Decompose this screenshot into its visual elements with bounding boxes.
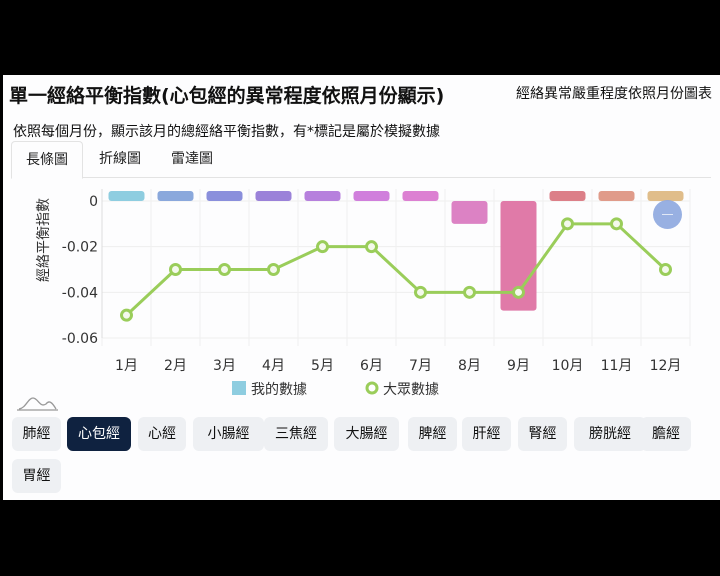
tab-radar-chart[interactable]: 雷達圖: [171, 151, 213, 167]
bar-4: [255, 191, 292, 201]
meridian-button[interactable]: 胃經: [12, 459, 61, 493]
bar-7: [402, 191, 439, 201]
x-tick-label: 1月: [115, 358, 138, 374]
page-title: 單一經絡平衡指數(心包經的異常程度依照月份顯示): [9, 85, 445, 107]
line-point-2: [169, 263, 182, 276]
x-tick-label: 6月: [360, 358, 383, 374]
meridian-button[interactable]: 脾經: [408, 417, 457, 451]
line-point-12: [659, 263, 672, 276]
x-tick-label: 7月: [409, 358, 432, 374]
floating-action-button[interactable]: [653, 200, 682, 229]
meridian-button[interactable]: 肝經: [462, 417, 511, 451]
meridian-button[interactable]: 心經: [138, 417, 186, 451]
y-axis-label: 經絡平衡指數: [36, 198, 52, 282]
bar-10: [549, 191, 586, 201]
x-tick-label: 9月: [507, 358, 530, 374]
bar-2: [157, 191, 194, 201]
line-point-5: [316, 240, 329, 254]
page-panel: 單一經絡平衡指數(心包經的異常程度依照月份顯示) 經絡異常嚴重程度依照月份圖表 …: [3, 75, 720, 500]
y-tick-label: -0.04: [62, 285, 98, 301]
meridian-button[interactable]: 腎經: [518, 417, 567, 451]
line-point-3: [218, 263, 231, 276]
bar-11: [598, 191, 635, 201]
line-point-6: [365, 240, 378, 254]
x-tick-label: 12月: [650, 358, 682, 374]
line-point-9: [512, 285, 525, 299]
tab-bar-chart[interactable]: 長條圖: [11, 141, 83, 179]
bar-chart: 0 -0.02 -0.04 -0.06 經絡平衡指數 1月 2月 3月 4月 5月 6月 7月 8月 9月…: [17, 189, 691, 411]
chart-type-tabs: 長條圖 折線圖 雷達圖: [11, 141, 711, 179]
bar-1: [108, 191, 145, 201]
x-tick-label: 5月: [311, 358, 334, 374]
chart-section-label: 經絡異常嚴重程度依照月份圖表: [516, 86, 712, 102]
legend-swatch-my-data: [232, 381, 246, 395]
x-tick-label: 11月: [601, 358, 633, 374]
bar-8: [451, 201, 488, 224]
y-tick-label: -0.02: [62, 240, 98, 256]
wave-icon: [17, 397, 58, 411]
x-tick-label: 8月: [458, 358, 481, 374]
x-tick-label: 2月: [164, 358, 187, 374]
meridian-button[interactable]: 膀胱經: [574, 417, 646, 451]
meridian-button[interactable]: 膽經: [641, 417, 691, 451]
legend-label-public-data: 大眾數據: [383, 382, 439, 398]
line-point-11: [610, 217, 623, 231]
bar-3: [206, 191, 243, 201]
y-tick-label: -0.06: [62, 331, 98, 347]
bar-12: [647, 191, 684, 201]
meridian-button[interactable]: 三焦經: [264, 417, 328, 451]
legend-marker-public-data: [365, 381, 379, 395]
tab-line-chart[interactable]: 折線圖: [99, 151, 141, 167]
x-tick-label: 10月: [552, 358, 584, 374]
line-series: [125, 222, 667, 317]
meridian-button[interactable]: 心包經: [67, 417, 131, 451]
line-point-1: [120, 308, 133, 322]
meridian-button[interactable]: 大腸經: [334, 417, 399, 451]
line-point-8: [463, 285, 476, 299]
line-point-4: [267, 263, 280, 276]
x-tick-label: 3月: [213, 358, 236, 374]
line-point-7: [414, 285, 427, 299]
line-point-10: [561, 217, 574, 231]
chart-description: 依照每個月份，顯示該月的總經絡平衡指數，有*標記是屬於模擬數據: [13, 124, 440, 140]
bar-5: [304, 191, 341, 201]
meridian-button[interactable]: 肺經: [12, 417, 61, 451]
meridian-button[interactable]: 小腸經: [193, 417, 264, 451]
x-tick-label: 4月: [262, 358, 285, 374]
bar-9: [500, 201, 537, 311]
bar-6: [353, 191, 390, 201]
legend-label-my-data: 我的數據: [251, 382, 307, 398]
y-tick-label: 0: [89, 194, 98, 210]
